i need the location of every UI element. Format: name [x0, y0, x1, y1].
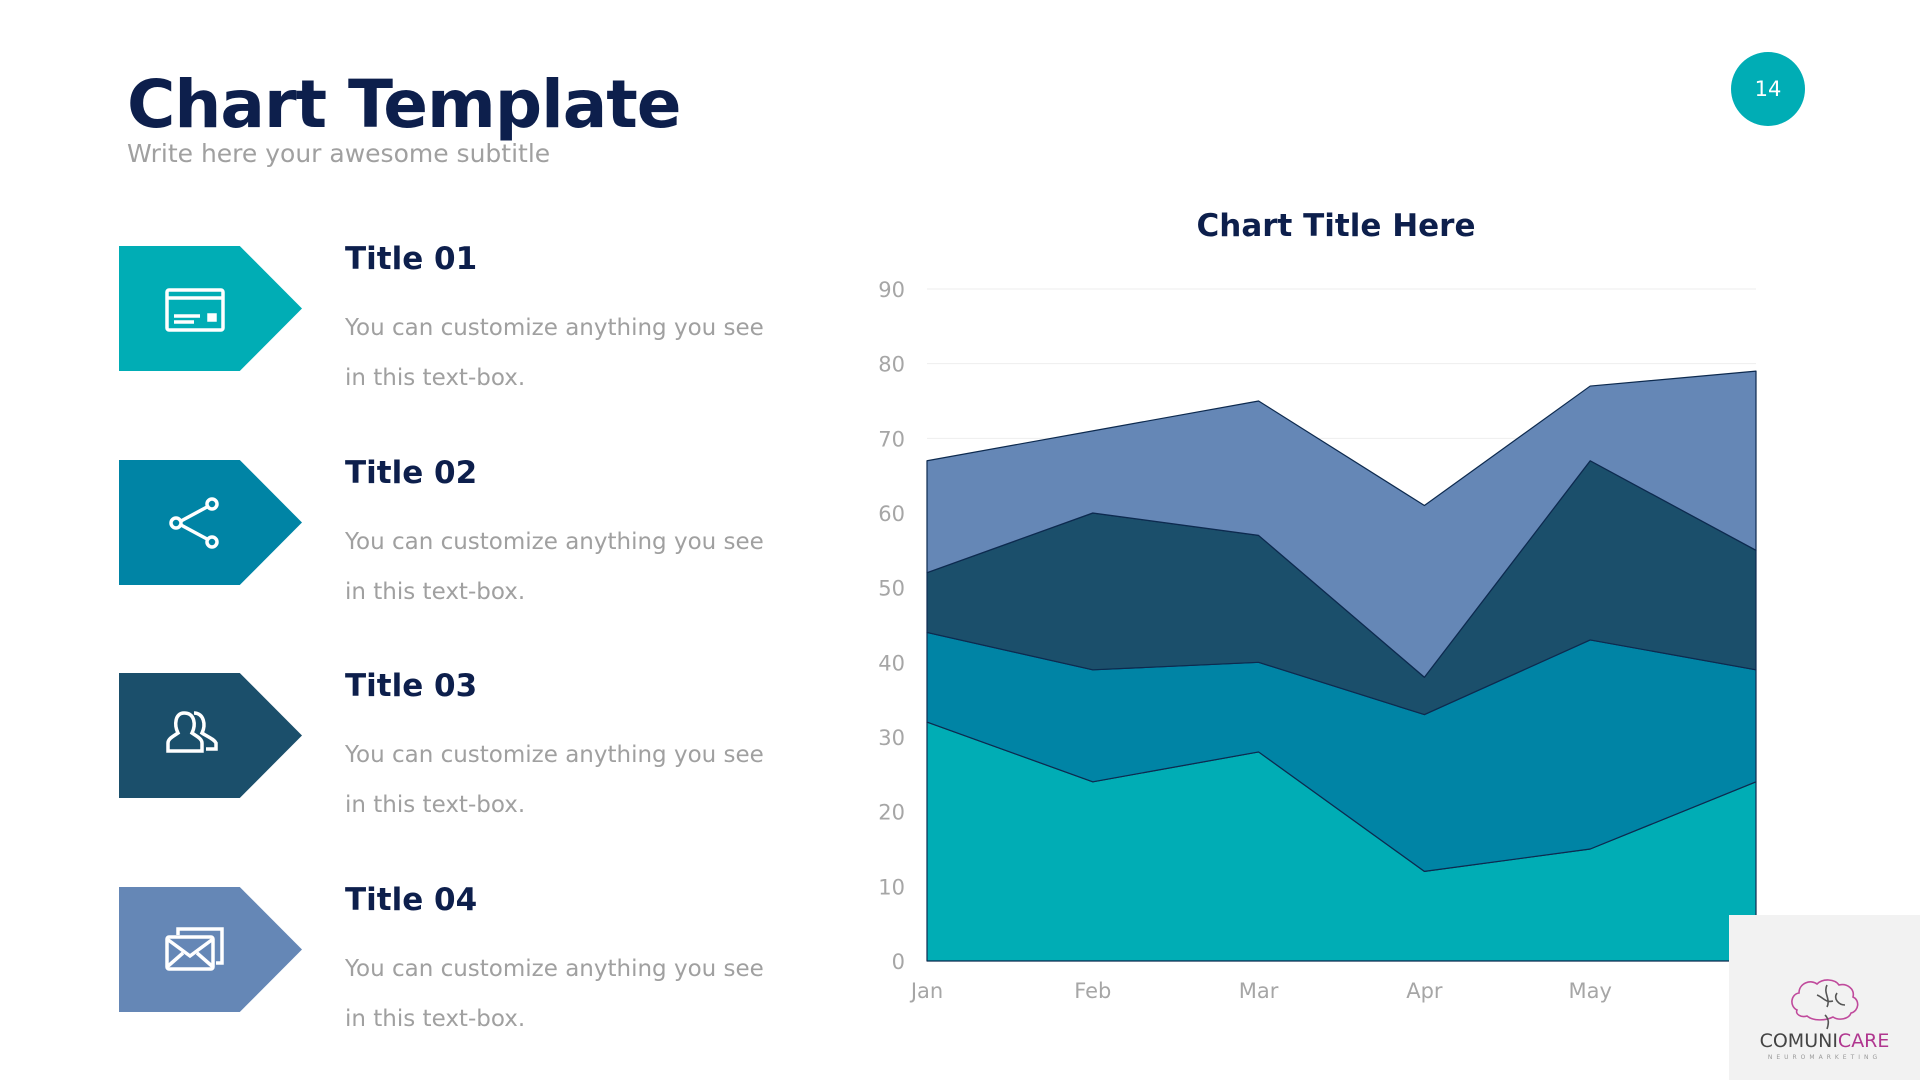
y-tick-label: 20 — [878, 801, 905, 825]
users-icon — [166, 711, 218, 753]
area-series-4 — [926, 370, 1757, 678]
item-title: Title 04 — [345, 882, 478, 918]
x-tick-label: Jan — [909, 979, 943, 1003]
logo-word-a: COMUNI — [1759, 1030, 1838, 1052]
chart-title: Chart Title Here — [1196, 208, 1476, 244]
share-icon — [169, 497, 219, 549]
y-tick-label: 0 — [892, 950, 905, 974]
y-tick-label: 60 — [878, 502, 905, 526]
brain-logo-icon — [1791, 979, 1859, 1030]
credit-card-icon — [165, 288, 225, 332]
y-tick-label: 30 — [878, 726, 905, 750]
item-text: You can customize anything you see in th… — [345, 529, 764, 605]
item-text: You can customize anything you see in th… — [345, 742, 764, 818]
comunicare-logo: COMUNICARE NEUROMARKETING — [1729, 915, 1920, 1080]
y-tick-label: 70 — [878, 427, 905, 451]
y-tick-label: 10 — [878, 875, 905, 899]
x-tick-label: Mar — [1239, 979, 1279, 1003]
y-tick-label: 40 — [878, 651, 905, 675]
logo-wordmark: COMUNICARE — [1729, 1030, 1920, 1052]
logo-tagline: NEUROMARKETING — [1767, 1054, 1882, 1061]
page-subtitle: Write here your awesome subtitle — [127, 139, 551, 168]
mail-icon — [165, 927, 224, 971]
y-tick-label: 50 — [878, 577, 905, 601]
item-title: Title 03 — [345, 668, 478, 704]
y-tick-label: 90 — [878, 278, 905, 302]
x-tick-label: Apr — [1406, 979, 1443, 1003]
logo-word-b: CARE — [1837, 1030, 1890, 1052]
x-tick-label: Feb — [1074, 979, 1111, 1003]
list-item: Title 02 You can customize anything you … — [0, 455, 800, 605]
item-title: Title 02 — [345, 455, 478, 491]
list-item: Title 01 You can customize anything you … — [0, 241, 800, 391]
page-number-badge: 14 — [1731, 52, 1805, 126]
list-item: Title 03 You can customize anything you … — [0, 668, 800, 818]
y-tick-label: 80 — [878, 353, 905, 377]
x-tick-label: May — [1568, 979, 1611, 1003]
item-text: You can customize anything you see in th… — [345, 956, 764, 1032]
item-text: You can customize anything you see in th… — [345, 315, 764, 391]
item-title: Title 01 — [345, 241, 478, 277]
list-item: Title 04 You can customize anything you … — [0, 882, 800, 1032]
page-title: Chart Template — [127, 66, 682, 143]
